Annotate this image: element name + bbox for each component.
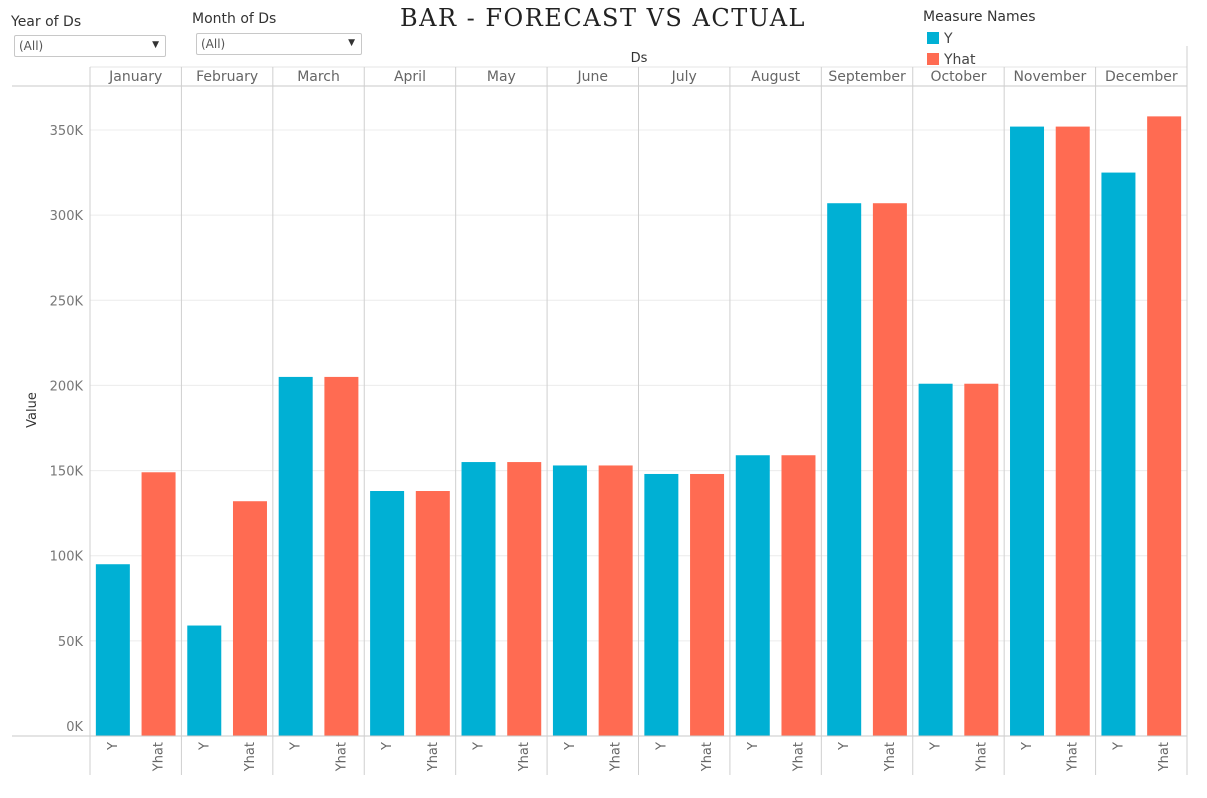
x-measure-label: Y (746, 742, 761, 751)
legend-title: Measure Names (923, 9, 1036, 25)
bar-y (1101, 172, 1136, 737)
bar-yhat (232, 501, 267, 736)
month-header-label: April (394, 69, 426, 85)
x-measure-label: Yhat (974, 742, 989, 772)
year-filter-label: Year of Ds (11, 14, 82, 30)
month-filter-dropdown[interactable]: (All) ▼ (196, 33, 362, 55)
x-measure-label: Y (837, 742, 852, 751)
month-header-label: October (930, 69, 986, 85)
month-header-label: December (1105, 69, 1178, 85)
bar-yhat (507, 462, 542, 736)
bar-y (95, 564, 130, 736)
y-tick-label: 300K (50, 209, 84, 224)
bar-yhat (415, 491, 450, 736)
month-header-label: June (577, 69, 609, 85)
x-measure-label: Yhat (1066, 742, 1081, 772)
x-measure-label: Yhat (517, 742, 532, 772)
bar-y (187, 625, 222, 736)
month-header-label: January (108, 69, 162, 85)
x-measure-label: Yhat (334, 742, 349, 772)
x-measure-label: Y (289, 742, 304, 751)
legend-swatch-y (927, 32, 939, 44)
bar-y (1010, 126, 1045, 736)
column-header-ds: Ds (631, 51, 648, 66)
x-measure-label: Y (1020, 742, 1035, 751)
month-header-label: May (487, 69, 516, 85)
x-measure-label: Y (563, 742, 578, 751)
bars (95, 116, 1182, 737)
year-filter-dropdown[interactable]: (All) ▼ (14, 35, 166, 57)
bar-yhat (598, 465, 633, 736)
chart-title: BAR - FORECAST VS ACTUAL (400, 4, 806, 32)
x-measure-label: Y (106, 742, 121, 751)
x-measure-label: Y (380, 742, 395, 751)
month-header-label: August (751, 69, 801, 85)
year-filter-value: (All) (19, 39, 44, 53)
bar-y (827, 203, 862, 737)
x-measure-label: Y (929, 742, 944, 751)
y-tick-label: 250K (50, 294, 84, 309)
bar-y (735, 455, 770, 736)
x-measure-label: Y (197, 742, 212, 751)
x-measure-label: Yhat (791, 742, 806, 772)
bar-yhat (690, 473, 725, 736)
x-measure-label: Yhat (700, 742, 715, 772)
bar-yhat (872, 203, 907, 737)
bar-yhat (781, 455, 816, 736)
x-measure-label: Y (1111, 742, 1126, 751)
bar-y (278, 376, 313, 736)
y-axis-label: Value (25, 392, 40, 428)
bar-yhat (1147, 116, 1182, 737)
x-measure-label: Yhat (426, 742, 441, 772)
month-header-label: March (297, 69, 340, 85)
x-measure-label: Yhat (243, 742, 258, 772)
legend-item-y[interactable]: Y (927, 31, 953, 47)
bar-yhat (1055, 126, 1090, 736)
y-tick-label: 100K (50, 550, 84, 565)
x-measure-label: Y (654, 742, 669, 751)
bar-y (461, 462, 496, 736)
y-tick-label: 350K (50, 124, 84, 139)
month-header-label: February (196, 69, 258, 85)
y-tick-label: 150K (50, 465, 84, 480)
bar-y (644, 473, 679, 736)
x-measure-label: Yhat (609, 742, 624, 772)
y-tick-label: 50K (58, 635, 84, 650)
x-measure-label: Yhat (1157, 742, 1172, 772)
y-tick-label: 200K (50, 379, 84, 394)
bar-y (918, 383, 953, 736)
legend-label-yhat: Yhat (944, 52, 976, 68)
axes: Ds 0K 50K 100K 150K 200K 250K 300K 350K Value Janu… (12, 46, 1188, 775)
chevron-down-icon: ▼ (348, 38, 355, 48)
x-measure-label: Yhat (152, 742, 167, 772)
month-header-label: July (671, 69, 697, 85)
chevron-down-icon: ▼ (152, 40, 159, 50)
legend-swatch-yhat (927, 53, 939, 65)
bar-yhat (964, 383, 999, 736)
x-measure-label: Yhat (883, 742, 898, 772)
x-measure-label: Y (472, 742, 487, 751)
month-header-label: November (1013, 69, 1086, 85)
month-header-label: September (828, 69, 906, 85)
month-filter-label: Month of Ds (192, 11, 277, 27)
legend-label-y: Y (944, 31, 953, 47)
bar-yhat (324, 376, 359, 736)
y-tick-label: 0K (66, 720, 83, 735)
legend-item-yhat[interactable]: Yhat (927, 52, 976, 68)
bar-y (370, 491, 405, 736)
bar-y (552, 465, 587, 736)
bar-yhat (141, 472, 176, 736)
month-filter-value: (All) (201, 37, 226, 51)
